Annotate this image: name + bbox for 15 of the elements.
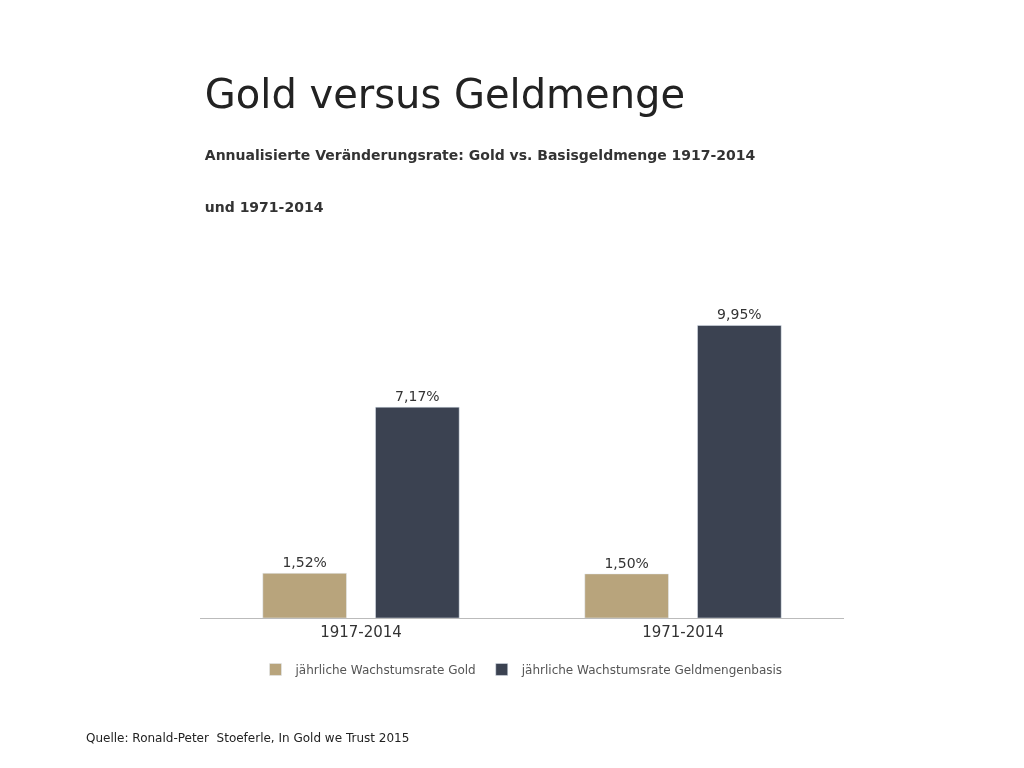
bar <box>262 573 347 618</box>
legend-label: jährliche Wachstumsrate Geldmengenbasis <box>520 663 783 678</box>
data-label: 7,17% <box>395 388 440 405</box>
data-label: 1,50% <box>604 554 649 571</box>
source-note: Quelle: Ronald-Peter Stoeferle, In Gold we Trust 2015 <box>86 731 410 745</box>
bar <box>697 325 782 618</box>
data-label: 9,95% <box>717 306 762 323</box>
legend-label: jährliche Wachstumsrate Gold <box>294 663 476 678</box>
chart-title: Gold versus Geldmenge <box>204 70 685 117</box>
bar <box>584 573 669 618</box>
data-label: 1,52% <box>282 554 327 571</box>
bar <box>375 406 460 618</box>
x-tick-label: 1971-2014 <box>642 623 724 641</box>
x-tick-label: 1917-2014 <box>320 623 402 641</box>
text: Annualisierte Veränderungsrate: Gold vs. Basisgeldmenge 1917-2014 und 1971-2014 <box>204 146 756 215</box>
